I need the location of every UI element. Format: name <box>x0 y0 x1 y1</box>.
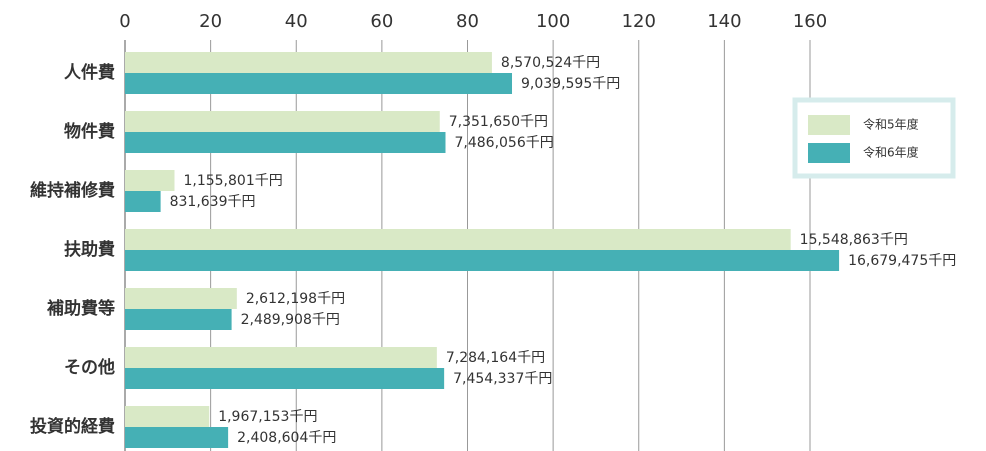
value-label: 8,570,524千円 <box>501 55 600 71</box>
value-label: 2,489,908千円 <box>241 312 340 328</box>
category-label: 補助費等 <box>46 298 115 319</box>
bar <box>125 368 445 389</box>
value-label: 1,155,801千円 <box>183 173 282 189</box>
x-tick-label: 20 <box>199 11 222 32</box>
legend-box <box>792 97 956 179</box>
x-tick-label: 140 <box>707 11 741 32</box>
value-label: 9,039,595千円 <box>521 76 620 92</box>
category-label: 物件費 <box>64 121 115 142</box>
value-label: 2,612,198千円 <box>246 291 345 307</box>
bar <box>125 191 161 212</box>
bar <box>125 406 210 427</box>
bar <box>125 427 229 448</box>
value-label: 7,454,337千円 <box>453 371 552 387</box>
bar <box>125 170 175 191</box>
value-label: 15,548,863千円 <box>800 232 908 248</box>
bar <box>125 347 437 368</box>
legend-label: 令和6年度 <box>863 145 919 160</box>
category-label: 扶助費 <box>64 239 115 260</box>
value-label: 16,679,475千円 <box>848 253 956 269</box>
x-tick-label: 0 <box>119 11 130 32</box>
legend-swatch <box>808 143 850 163</box>
value-label: 1,967,153千円 <box>218 409 317 425</box>
value-label: 7,351,650千円 <box>449 114 548 130</box>
bar <box>125 73 513 94</box>
bar <box>125 288 237 309</box>
category-label: 維持補修費 <box>30 180 115 201</box>
bar <box>125 111 440 132</box>
category-label: その他 <box>64 357 115 378</box>
x-tick-label: 160 <box>793 11 827 32</box>
legend-swatch <box>808 115 850 135</box>
category-label: 人件費 <box>64 62 115 83</box>
bar <box>125 229 791 250</box>
bar <box>125 250 840 271</box>
bars <box>125 52 840 448</box>
x-tick-label: 40 <box>285 11 308 32</box>
bar <box>125 132 446 153</box>
x-tick-label: 60 <box>370 11 393 32</box>
x-tick-label: 80 <box>456 11 479 32</box>
value-label: 7,284,164千円 <box>446 350 545 366</box>
x-tick-label: 120 <box>622 11 656 32</box>
bar <box>125 309 232 330</box>
category-label: 投資的経費 <box>30 416 115 437</box>
legend-label: 令和5年度 <box>863 117 919 132</box>
value-label: 7,486,056千円 <box>454 135 553 151</box>
x-tick-label: 100 <box>536 11 570 32</box>
bar <box>125 52 492 73</box>
value-label: 2,408,604千円 <box>237 430 336 446</box>
value-label: 831,639千円 <box>170 194 256 210</box>
